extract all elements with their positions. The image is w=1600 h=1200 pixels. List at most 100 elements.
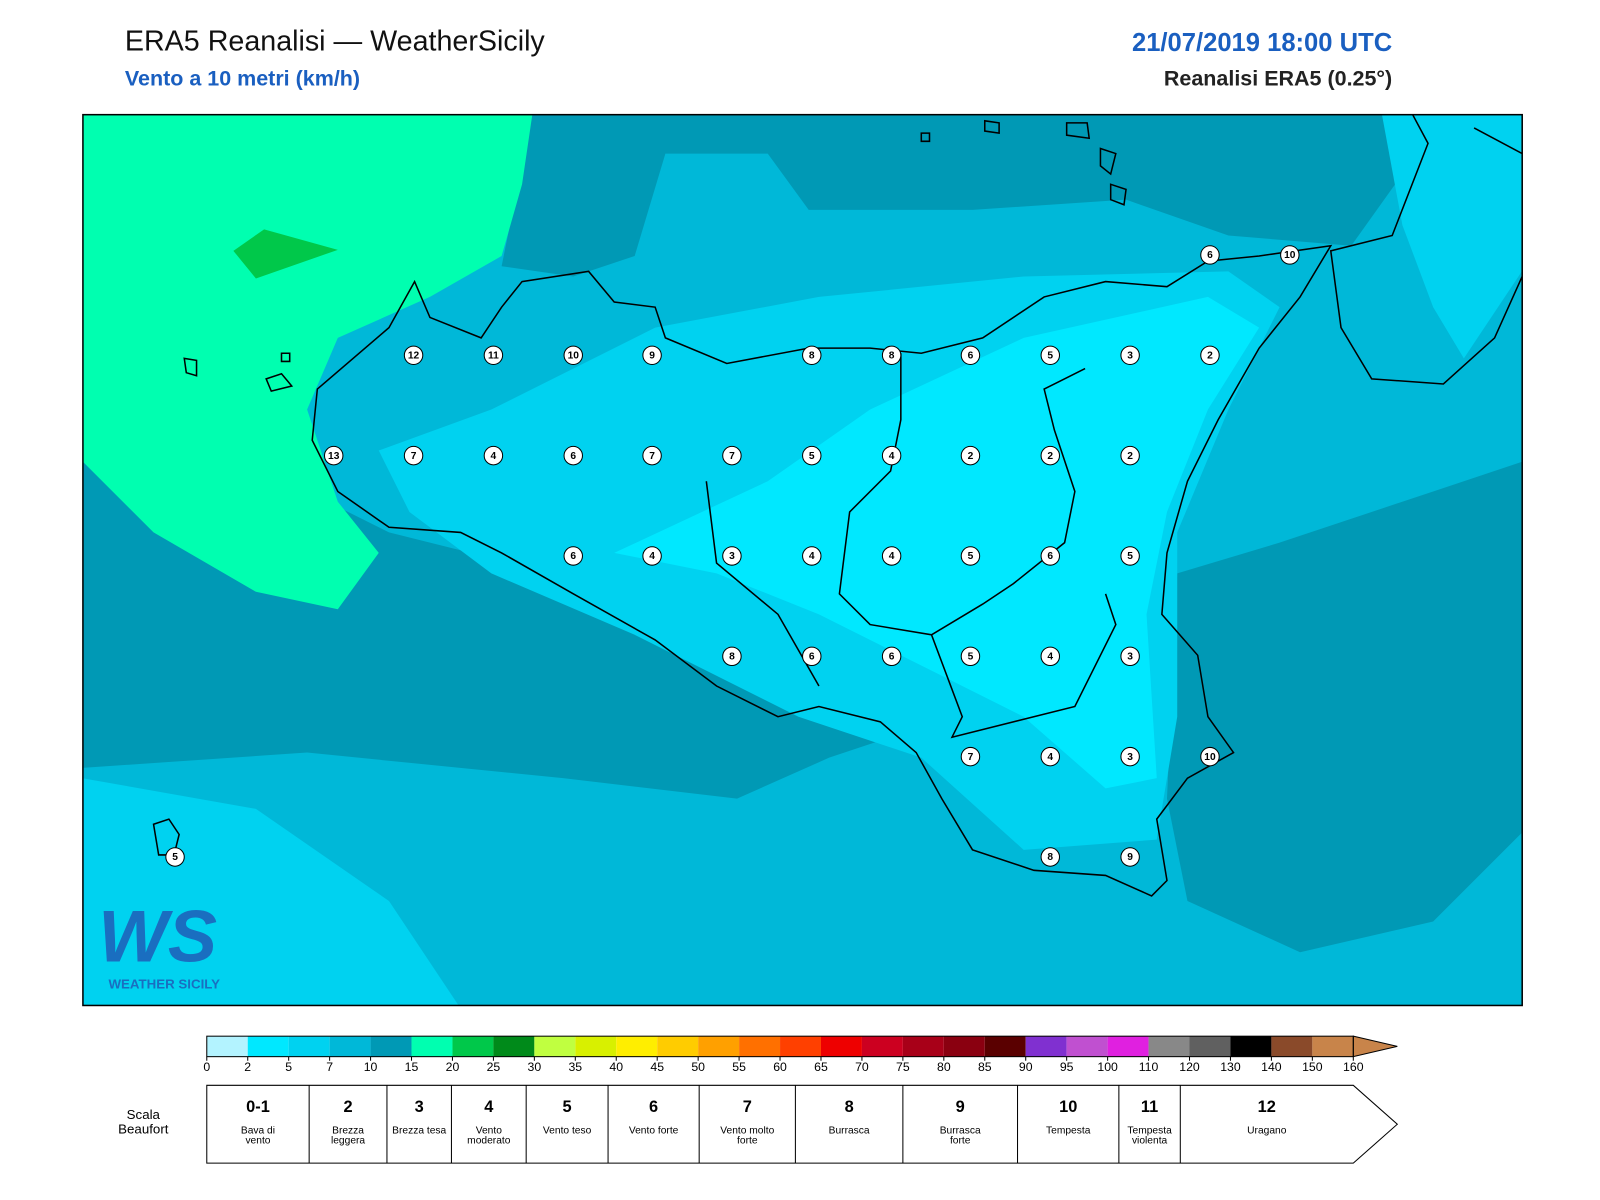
colorbar-swatch	[247, 1036, 289, 1057]
station-marker	[1200, 245, 1220, 265]
station-marker	[960, 746, 981, 767]
beaufort-desc: Burrasca	[828, 1126, 870, 1137]
beaufort-desc-box: Brezza tesa	[392, 1126, 446, 1136]
station-value: 6	[1047, 551, 1053, 562]
station-value: 4	[1047, 752, 1053, 763]
station-marker	[1200, 345, 1220, 366]
station-value: 6	[570, 451, 576, 462]
station-marker	[1040, 445, 1061, 466]
station-marker	[1120, 445, 1140, 466]
station-value: 5	[1127, 551, 1133, 562]
station-marker	[960, 345, 981, 366]
colorbar-swatch	[1230, 1036, 1272, 1057]
beaufort-desc-box: Vento forte	[628, 1126, 679, 1137]
beaufort-desc: Vento forte	[628, 1126, 679, 1137]
beaufort-desc: Uragano	[1247, 1126, 1287, 1137]
colorbar-swatch	[657, 1036, 699, 1057]
station-value: 6	[968, 351, 974, 362]
station-value: 5	[968, 551, 974, 562]
colorbar-tick-label: 160	[1343, 1060, 1364, 1074]
map-frame	[82, 113, 1523, 1007]
colorbar-swatch	[1271, 1036, 1313, 1057]
contour	[82, 778, 459, 1006]
station-marker	[802, 345, 822, 366]
station-value: 8	[1047, 852, 1053, 863]
colorbar-tick-label: 50	[691, 1060, 705, 1074]
colorbar-tick-label: 40	[609, 1060, 623, 1074]
colorbar-swatch	[288, 1036, 330, 1057]
station-value: 2	[968, 451, 974, 462]
beaufort-desc-box: Tempesta	[1046, 1126, 1090, 1136]
colorbar-tick-label: 100	[1097, 1060, 1118, 1074]
colorbar-tick-label: 60	[773, 1060, 787, 1074]
map	[82, 114, 1523, 1006]
coastline	[152, 114, 1523, 897]
beaufort-desc-box: Vento moderato	[467, 1126, 511, 1147]
colorbar-swatch	[1148, 1036, 1190, 1057]
colorbar-swatch	[575, 1036, 617, 1057]
beaufort-force: 6	[649, 1098, 658, 1116]
colorbar-tick-label: 95	[1060, 1060, 1074, 1074]
beaufort-desc: Vento moderato	[467, 1126, 511, 1147]
station-value: 5	[172, 852, 178, 863]
station-marker	[960, 546, 981, 566]
beaufort-desc-box: Brezza leggera	[331, 1126, 365, 1146]
beaufort-desc: Vento molto forte	[720, 1126, 775, 1147]
colorbar-tick-label: 55	[732, 1060, 746, 1074]
colorbar-tick-label: 25	[487, 1060, 501, 1074]
station-value: 9	[1127, 852, 1133, 863]
contour	[82, 114, 533, 610]
station-value: 4	[889, 451, 895, 462]
station-marker	[881, 546, 902, 566]
station-value: 12	[408, 351, 420, 362]
beaufort-desc-box: Tempesta violenta	[1127, 1126, 1172, 1147]
contour	[233, 229, 338, 279]
station-value: 8	[729, 652, 735, 663]
station-marker	[802, 646, 822, 667]
colorbar-swatch	[861, 1036, 903, 1057]
subtitle: Vento a 10 metri (km/h)	[125, 67, 360, 91]
station-value: 6	[1207, 250, 1213, 261]
colorbar-swatch	[1025, 1036, 1067, 1057]
station-marker	[1040, 345, 1061, 366]
station-value: 9	[649, 351, 655, 362]
colorbar-tick-label: 150	[1302, 1060, 1323, 1074]
station-marker	[881, 445, 902, 466]
colorbar-swatch	[329, 1036, 371, 1057]
colorbar-swatch	[411, 1036, 453, 1057]
logo: WS WEATHER SICILY	[98, 894, 220, 991]
station-value: 4	[491, 451, 497, 462]
beaufort-force: 4	[484, 1098, 494, 1116]
station-marker	[960, 646, 981, 667]
colorbar-tick-label: 75	[896, 1060, 910, 1074]
colorbar-tick-label: 20	[446, 1060, 460, 1074]
station-value: 8	[889, 351, 895, 362]
beaufort-force: 0-1	[246, 1098, 270, 1116]
station-marker	[483, 345, 504, 366]
station-marker	[1040, 746, 1061, 767]
colorbar-swatch	[739, 1036, 781, 1057]
colorbar-swatch	[1066, 1036, 1108, 1057]
colorbar-tick-label: 80	[937, 1060, 951, 1074]
contour	[501, 114, 1403, 277]
colorbar-tick-label: 85	[978, 1060, 992, 1074]
logo-text: WEATHER SICILY	[109, 976, 221, 991]
station-marker	[323, 445, 344, 466]
station-marker	[1120, 847, 1140, 867]
colorbar-swatch	[616, 1036, 658, 1057]
colorbar-swatch	[698, 1036, 740, 1057]
station-marker	[722, 546, 742, 566]
contour	[1381, 114, 1523, 359]
colorbar-tick-label: 5	[285, 1060, 292, 1074]
beaufort-desc: Tempesta violenta	[1127, 1126, 1172, 1147]
station-value: 4	[809, 551, 815, 562]
colorbar-tick-label: 90	[1019, 1060, 1033, 1074]
station-marker	[1120, 345, 1140, 366]
colorbar-swatch	[1189, 1036, 1231, 1057]
station-marker	[722, 445, 742, 466]
colorbar-tick-label: 65	[814, 1060, 828, 1074]
station-value: 2	[1207, 351, 1213, 362]
colorbar-tick-label: 70	[855, 1060, 869, 1074]
station-value: 7	[411, 451, 417, 462]
station-marker	[960, 445, 981, 466]
